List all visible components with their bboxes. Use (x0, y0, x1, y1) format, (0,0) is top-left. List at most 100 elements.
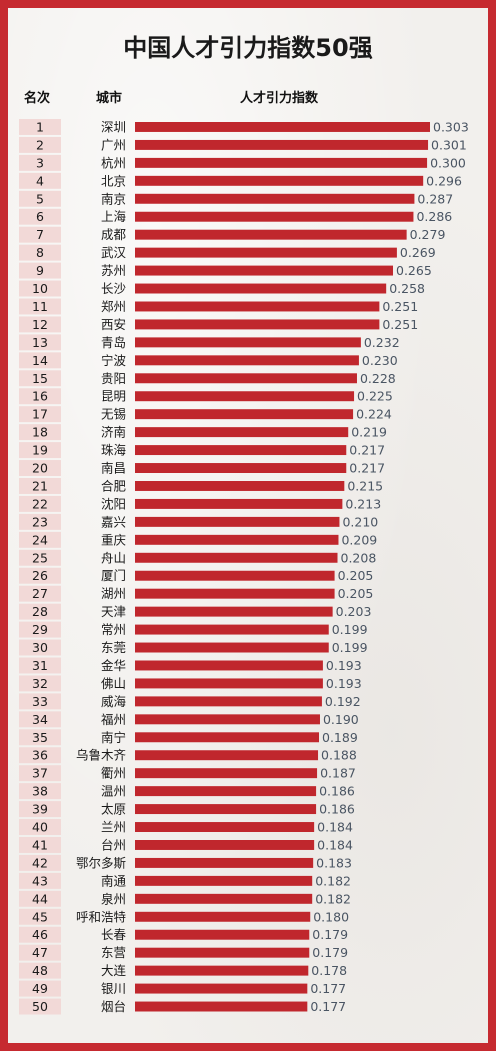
bar (135, 822, 315, 832)
value-label: 0.225 (357, 389, 393, 404)
value-label: 0.193 (326, 658, 362, 673)
rank-label: 39 (32, 802, 48, 817)
rank-label: 45 (32, 909, 48, 924)
city-label: 武汉 (101, 245, 127, 260)
rank-label: 6 (36, 209, 44, 224)
rank-cell (19, 657, 61, 674)
city-label: 南昌 (101, 461, 126, 476)
rank-label: 40 (32, 820, 48, 835)
rank-cell (19, 262, 61, 279)
rank-label: 25 (32, 550, 48, 565)
rank-cell (19, 819, 61, 835)
bar-chart: 1 深圳 0.303 2 广州 0.301 3 杭州 0.300 4 北京 0.296 5 南京 0.287… (19, 119, 469, 1015)
rank-label: 2 (36, 137, 44, 152)
city-label: 重庆 (101, 532, 127, 547)
bar (135, 660, 323, 671)
city-label: 长沙 (101, 281, 127, 296)
rank-cell (19, 406, 61, 423)
bar (135, 642, 329, 653)
value-label: 0.224 (356, 407, 392, 422)
rank-cell (19, 603, 61, 620)
bar (135, 965, 309, 976)
city-label: 温州 (101, 784, 126, 799)
value-label: 0.301 (431, 137, 467, 152)
city-label: 台州 (101, 837, 126, 852)
value-label: 0.179 (312, 927, 348, 942)
rank-cell (19, 890, 61, 907)
city-label: 东莞 (101, 640, 126, 655)
bar (135, 157, 428, 168)
city-label: 常州 (101, 622, 126, 637)
rank-cell (19, 334, 61, 351)
city-label: 衢州 (101, 766, 126, 781)
rank-cell (19, 119, 61, 135)
bar (135, 534, 339, 545)
city-label: 太原 (101, 802, 126, 817)
bar (135, 947, 310, 958)
rank-cell (19, 801, 61, 818)
value-label: 0.189 (322, 730, 358, 745)
bar (135, 175, 424, 186)
bar (135, 427, 349, 438)
rank-cell (19, 478, 61, 494)
rank-cell (19, 621, 61, 638)
rank-label: 5 (36, 191, 44, 206)
rank-label: 4 (36, 173, 44, 188)
value-label: 0.186 (319, 802, 355, 817)
rank-cell (19, 280, 61, 297)
bar (135, 929, 310, 940)
rank-cell (19, 424, 61, 441)
bar (135, 696, 322, 707)
city-label: 威海 (101, 694, 127, 709)
rank-label: 11 (32, 299, 48, 314)
rank-label: 20 (32, 461, 48, 476)
chart-frame: 中国人才引力指数50强 名次 城市 人才引力指数 1 深圳 0.303 2 广州 0.30… (8, 8, 488, 1043)
bar (135, 301, 380, 312)
rank-cell (19, 872, 61, 889)
bar (135, 481, 345, 491)
bar (135, 373, 357, 384)
rank-label: 37 (32, 766, 48, 781)
city-label: 天津 (101, 604, 126, 619)
value-label: 0.258 (389, 281, 425, 296)
bar (135, 552, 338, 563)
rank-label: 27 (32, 586, 48, 601)
city-label: 大连 (101, 963, 127, 978)
bar (135, 750, 319, 761)
rank-cell (19, 208, 61, 225)
index-header: 人才引力指数 (240, 91, 319, 106)
bar (135, 211, 414, 222)
rank-header: 名次 (24, 91, 51, 106)
rank-cell (19, 298, 61, 315)
rank-cell (19, 944, 61, 961)
rank-cell (19, 908, 61, 925)
value-label: 0.251 (382, 299, 418, 314)
value-label: 0.184 (317, 820, 353, 835)
rank-cell (19, 172, 61, 189)
rank-cell (19, 711, 61, 728)
rank-label: 8 (36, 245, 44, 260)
bar (135, 786, 317, 797)
city-label: 福州 (101, 712, 126, 727)
bar (135, 229, 407, 240)
city-label: 南通 (101, 873, 127, 888)
bar (135, 1001, 308, 1012)
city-label: 长春 (101, 927, 127, 942)
rank-cell (19, 783, 61, 800)
rank-label: 30 (32, 640, 48, 655)
rank-cell (19, 154, 61, 171)
value-label: 0.187 (320, 766, 356, 781)
city-label: 珠海 (101, 443, 127, 458)
value-label: 0.184 (317, 837, 353, 852)
chart-title: 中国人才引力指数50强 (123, 34, 373, 62)
value-label: 0.205 (338, 568, 374, 583)
value-label: 0.188 (321, 748, 357, 763)
city-label: 泉州 (101, 891, 126, 906)
rank-label: 42 (32, 855, 48, 870)
bar (135, 193, 415, 204)
value-label: 0.303 (433, 119, 469, 134)
value-label: 0.180 (313, 909, 349, 924)
rank-label: 16 (32, 389, 48, 404)
rank-label: 43 (32, 873, 48, 888)
rank-label: 9 (36, 263, 44, 278)
